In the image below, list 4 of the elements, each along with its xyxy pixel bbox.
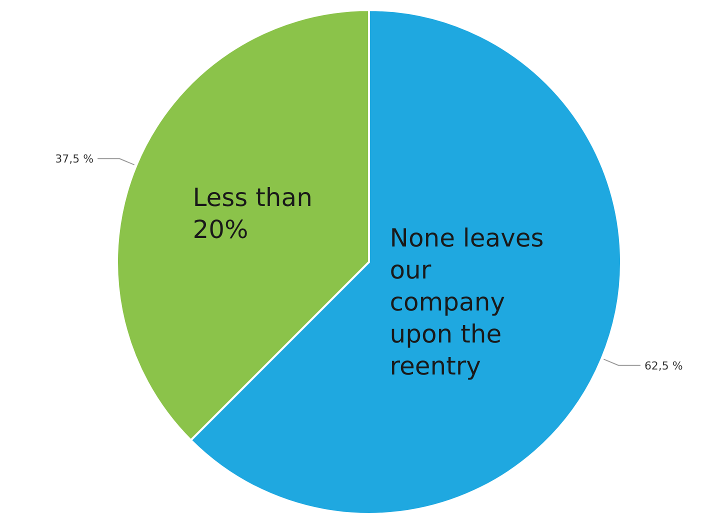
slice-label: None leaves our company upon the reentry: [390, 224, 544, 381]
data-label: 37,5 %: [55, 152, 94, 166]
data-label: 62,5 %: [644, 359, 683, 372]
slice-label: Less than 20%: [192, 182, 312, 244]
